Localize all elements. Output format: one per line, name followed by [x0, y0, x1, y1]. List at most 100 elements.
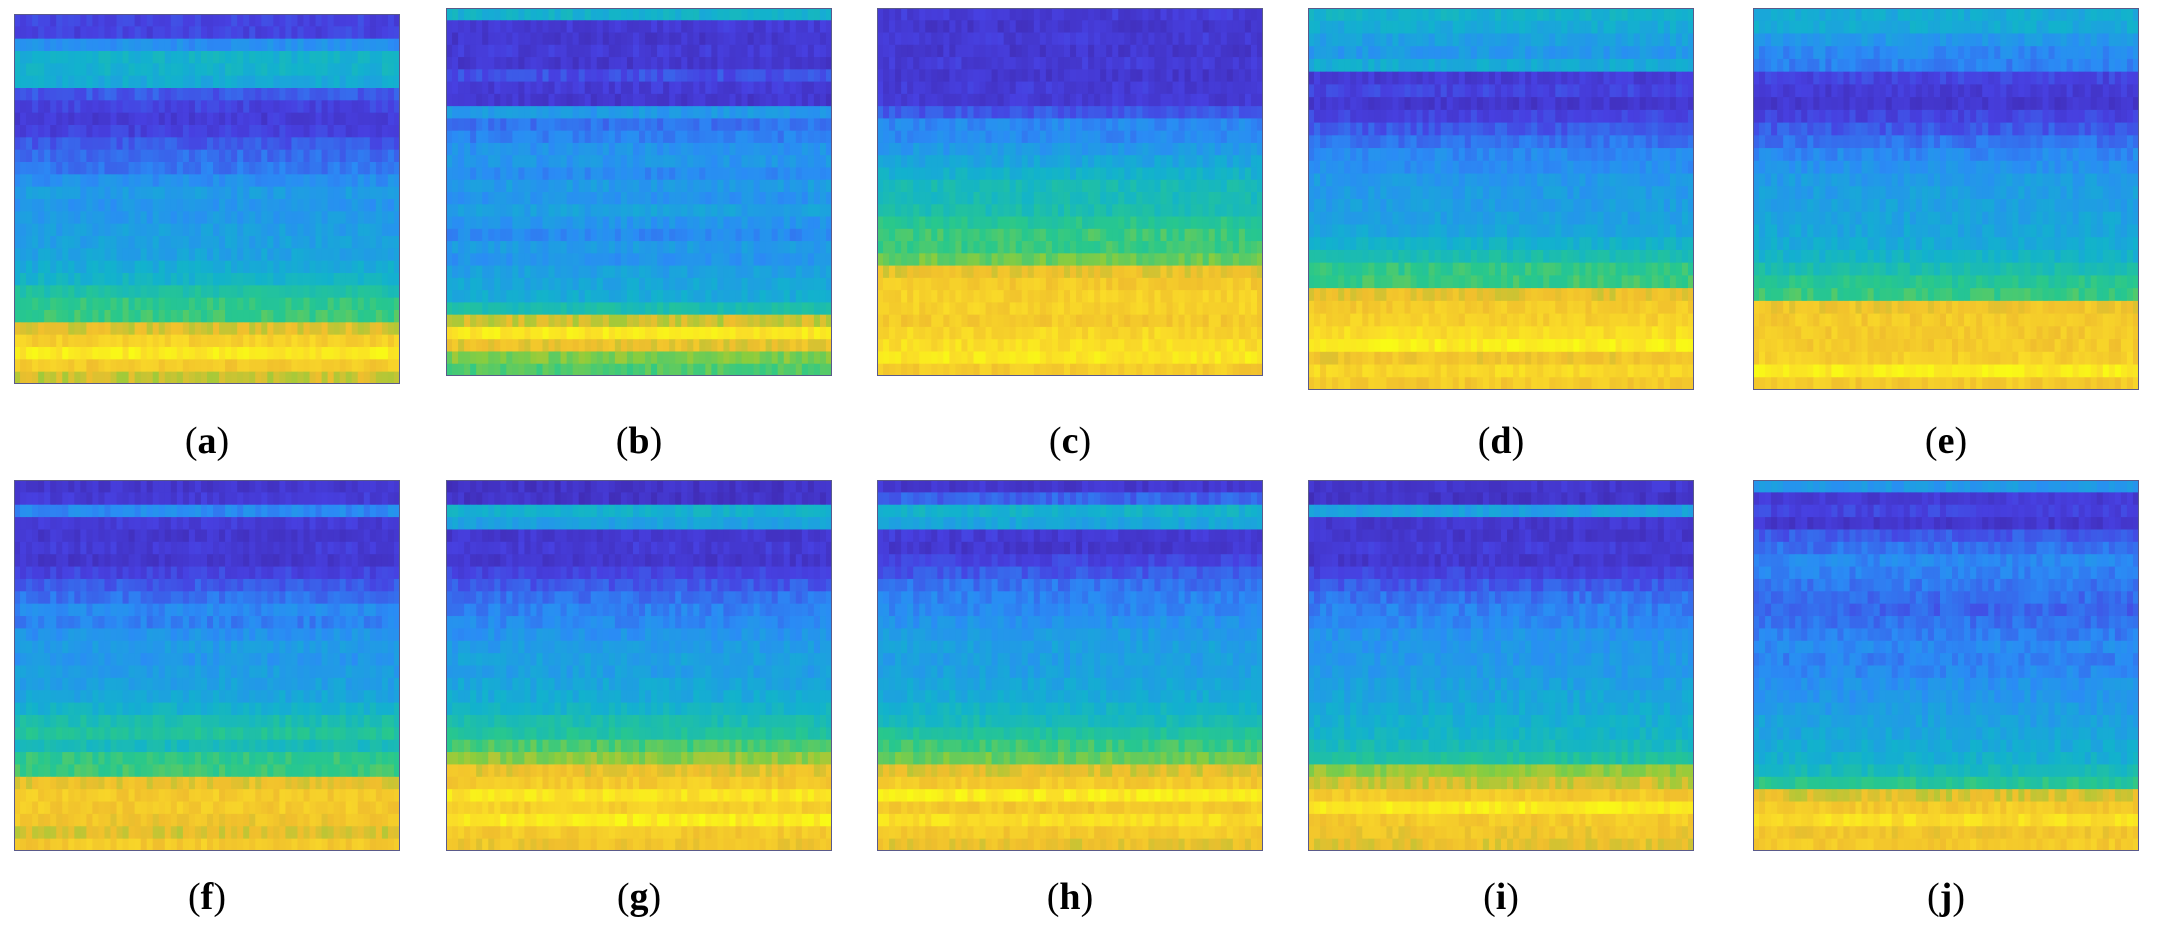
- spectrogram-cell: [1148, 204, 1156, 218]
- spectrogram-cell: [458, 20, 465, 34]
- spectrogram-cell: [961, 8, 969, 21]
- spectrogram-cell: [104, 75, 112, 89]
- spectrogram-cell: [363, 297, 371, 311]
- spectrogram-cell: [476, 216, 483, 230]
- spectrogram-cell: [979, 216, 987, 230]
- spectrogram-cell: [614, 204, 622, 218]
- spectrogram-cell: [877, 216, 884, 230]
- spectrogram-cell: [578, 106, 586, 119]
- spectrogram-cell: [32, 112, 39, 126]
- spectrogram-cell: [1172, 32, 1180, 46]
- spectrogram-cell: [464, 142, 471, 156]
- spectrogram-cell: [104, 137, 112, 151]
- spectrogram-cell: [590, 155, 598, 169]
- spectrogram-cell: [548, 167, 556, 181]
- spectrogram-cell: [309, 371, 317, 384]
- spectrogram-cell: [1082, 93, 1089, 107]
- spectrogram-cell: [1033, 93, 1041, 107]
- spectrogram-cell: [86, 236, 94, 249]
- spectrogram-cell: [309, 236, 317, 249]
- spectrogram-cell: [128, 285, 136, 299]
- spectrogram-cell: [381, 334, 389, 348]
- spectrogram-cell: [86, 199, 94, 212]
- spectrogram-cell: [219, 149, 226, 163]
- spectrogram-cell: [1094, 118, 1101, 132]
- spectrogram-cell: [44, 359, 51, 373]
- spectrogram-cell: [303, 14, 311, 27]
- spectrogram-cell: [285, 334, 293, 348]
- spectrogram-cell: [711, 351, 719, 365]
- spectrogram-cell: [1045, 20, 1053, 34]
- spectrogram-cell: [901, 118, 908, 132]
- spectrogram-cell: [357, 223, 365, 237]
- spectrogram-cell: [536, 363, 544, 376]
- spectrogram-cell: [1178, 142, 1186, 156]
- spectrogram-cell: [494, 339, 501, 353]
- spectrogram-cell: [620, 265, 628, 279]
- spectrogram-cell: [548, 44, 556, 58]
- spectrogram-cell: [1178, 8, 1186, 21]
- spectrogram-cell: [759, 314, 767, 328]
- spectrogram-cell: [608, 241, 616, 254]
- spectrogram-cell: [913, 142, 920, 156]
- spectrogram-cell: [213, 199, 220, 212]
- spectrogram-cell: [146, 236, 154, 249]
- spectrogram-cell: [458, 302, 465, 316]
- spectrogram-cell: [98, 75, 106, 89]
- plot-frame: [14, 14, 400, 384]
- spectrogram-cell: [1172, 130, 1180, 144]
- spectrogram-cell: [170, 125, 178, 138]
- spectrogram-cell: [608, 8, 616, 21]
- spectrogram-cell: [1076, 93, 1083, 107]
- spectrogram-cell: [590, 106, 598, 119]
- spectrogram-cell: [991, 167, 999, 181]
- spectrogram-cell: [901, 57, 908, 70]
- spectrogram-cell: [1238, 69, 1246, 83]
- spectrogram-cell: [795, 93, 803, 107]
- spectrogram-cell: [1172, 118, 1180, 132]
- spectrogram-cell: [158, 347, 166, 360]
- spectrogram-cell: [62, 75, 69, 89]
- spectrogram-cell: [813, 167, 821, 181]
- spectrogram-cell: [608, 265, 616, 279]
- spectrogram-cell: [747, 277, 755, 291]
- spectrogram-cell: [741, 228, 749, 242]
- spectrogram-cell: [991, 44, 999, 58]
- spectrogram-cell: [584, 81, 592, 95]
- spectrogram-cell: [38, 125, 45, 138]
- spectrogram-cell: [74, 248, 81, 262]
- spectrogram-cell: [1124, 44, 1131, 58]
- spectrogram-cell: [309, 63, 317, 77]
- spectrogram-cell: [717, 44, 725, 58]
- spectrogram-cell: [657, 155, 664, 169]
- spectrogram-cell: [500, 363, 507, 376]
- spectrogram-cell: [92, 26, 100, 40]
- spectrogram-cell: [901, 192, 908, 205]
- spectrogram-cell: [747, 265, 755, 279]
- spectrogram-cell: [1021, 32, 1029, 46]
- spectrogram-cell: [207, 223, 214, 237]
- spectrogram-cell: [170, 199, 178, 212]
- spectrogram-cell: [632, 44, 640, 58]
- spectrogram-cell: [62, 38, 69, 52]
- spectrogram-cell: [291, 100, 299, 114]
- spectrogram-cell: [955, 118, 963, 132]
- spectrogram-cell: [237, 334, 244, 348]
- spectrogram-cell: [207, 297, 214, 311]
- spectrogram-cell: [104, 211, 112, 225]
- spectrogram-cell: [789, 167, 797, 181]
- spectrogram-cell: [973, 192, 981, 205]
- spectrogram-cell: [476, 130, 483, 144]
- spectrogram-cell: [518, 339, 526, 353]
- spectrogram-cell: [645, 314, 652, 328]
- spectrogram-cell: [967, 130, 975, 144]
- spectrogram-cell: [801, 118, 809, 132]
- spectrogram-cell: [1027, 216, 1035, 230]
- spectrogram-cell: [542, 106, 550, 119]
- spectrogram-cell: [32, 273, 39, 286]
- spectrogram-cell: [219, 186, 226, 200]
- spectrogram-cell: [339, 347, 347, 360]
- spectrogram-cell: [693, 314, 700, 328]
- spectrogram-cell: [717, 142, 725, 156]
- spectrogram-cell: [901, 106, 908, 119]
